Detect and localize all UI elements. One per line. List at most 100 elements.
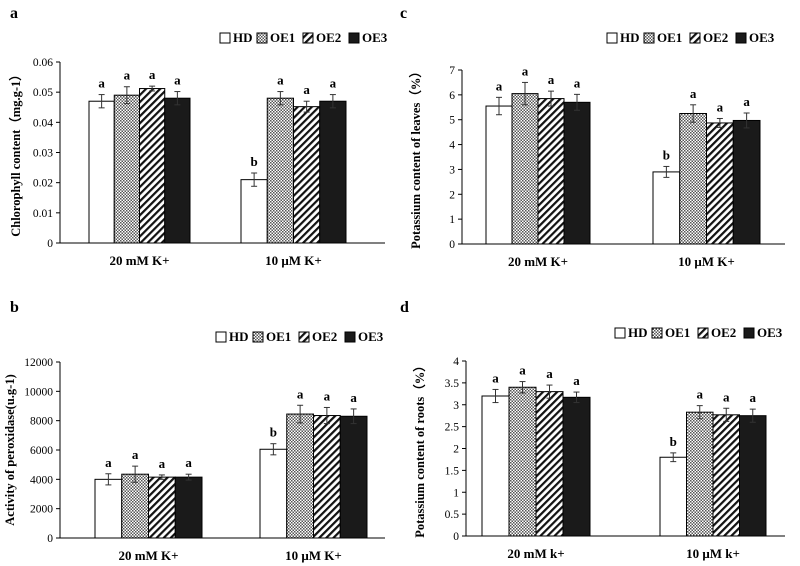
bar-oe3-2	[732, 119, 761, 245]
bar-oe3-2	[339, 415, 368, 539]
legend-label: OE1	[270, 30, 295, 45]
bar-oe1-2	[686, 411, 714, 537]
y-tick-label: 0	[449, 239, 455, 251]
legend-swatch-hd	[606, 32, 618, 44]
significance-label: b	[663, 147, 670, 162]
bar-oe1-1	[113, 94, 140, 244]
significance-label: a	[98, 76, 105, 91]
y-axis-label: Activity of peroxidase(u.g-1)	[3, 374, 17, 525]
legend-swatch-hd	[219, 32, 231, 44]
y-tick-label: 2.5	[445, 422, 460, 434]
bar-oe3-1	[563, 101, 591, 245]
significance-label: a	[697, 387, 704, 402]
bar-oe1-1	[511, 93, 539, 245]
legend-swatch-oe2	[298, 331, 310, 343]
chart-panel-b: b 0 2000 4000 6000 8000 10000 12000 Activity of …	[3, 299, 385, 563]
significance-label: a	[185, 455, 192, 470]
significance-label: a	[573, 373, 580, 388]
y-tick-label: 1.5	[445, 465, 460, 477]
bar-hd-2	[259, 448, 288, 539]
legend-label: OE1	[665, 325, 690, 340]
y-tick-label: 0.04	[33, 117, 53, 129]
significance-label: a	[522, 63, 529, 78]
significance-label: a	[492, 370, 499, 385]
chart-panel-d: d 0 0.5 1 1.5 2 2.5 3 3.5 4 Potassium content of r…	[400, 299, 785, 561]
panel-letter: c	[400, 5, 407, 22]
bar-oe3-1	[562, 396, 591, 537]
category-label: 10 μM K+	[678, 254, 735, 269]
legend-label: OE1	[266, 329, 291, 344]
y-tick-label: 12000	[24, 357, 53, 369]
legend-swatch-oe3	[735, 32, 747, 44]
y-tick-label: 0.01	[33, 208, 53, 220]
bar-oe3-1	[174, 476, 203, 539]
category-label: 20 mM K+	[118, 548, 178, 563]
significance-label: a	[690, 86, 697, 101]
bar-hd-1	[88, 100, 115, 244]
significance-label: a	[303, 82, 310, 97]
category-label: 20 mM K+	[508, 254, 568, 269]
category-label: 20 mM k+	[507, 546, 564, 561]
legend-swatch-oe3	[743, 327, 755, 339]
y-tick-label: 8000	[30, 416, 53, 428]
legend-swatch-oe1	[256, 32, 268, 44]
chart-panel-a: a 0 0.01 0.02 0.03 0.04 0.05 0.06 Chlorophyll co…	[8, 5, 388, 268]
legend-label: HD	[233, 30, 253, 45]
y-tick-label: 7	[449, 65, 455, 77]
y-tick-label: 6	[449, 90, 455, 102]
significance-label: a	[723, 389, 730, 404]
y-axis-label: Chlorophyll content（mg.g-1）	[8, 68, 23, 237]
legend-swatch-oe1	[651, 327, 663, 339]
y-axis-label: Potassium content of leaves（%）	[408, 65, 423, 249]
category-label: 10 μM k+	[686, 546, 740, 561]
y-tick-label: 1	[449, 214, 455, 226]
significance-label: a	[574, 75, 581, 90]
y-tick-label: 0.06	[33, 57, 53, 69]
bar-oe1-1	[508, 386, 537, 537]
bar-oe3-2	[319, 100, 347, 244]
significance-label: a	[330, 76, 337, 91]
bar-oe2-2	[313, 415, 341, 539]
legend-label: OE2	[703, 30, 728, 45]
category-label: 20 mM K+	[109, 253, 169, 268]
significance-label: a	[548, 72, 555, 87]
panel-letter: b	[10, 299, 19, 316]
bar-oe2-1	[537, 98, 565, 245]
bar-hd-1	[485, 105, 513, 245]
y-tick-label: 0	[453, 531, 459, 543]
panel-letter: d	[400, 299, 409, 316]
legend-swatch-oe2	[689, 32, 701, 44]
chart-panel-c: c 0 1 2 3 4 5 6 7 Potassium content of leaves（%） a…	[400, 5, 785, 269]
legend-swatch-hd	[215, 331, 227, 343]
y-tick-label: 4000	[30, 474, 53, 486]
y-tick-label: 0.03	[33, 148, 53, 160]
category-label: 10 μM K+	[265, 253, 322, 268]
legend-swatch-oe1	[643, 32, 655, 44]
significance-label: a	[519, 363, 526, 378]
y-tick-label: 0.05	[33, 87, 53, 99]
significance-label: b	[270, 425, 277, 440]
bar-hd-1	[481, 395, 510, 537]
significance-label: a	[546, 366, 553, 381]
significance-label: a	[149, 67, 156, 82]
bar-oe1-1	[121, 473, 149, 539]
y-tick-label: 0	[47, 533, 53, 545]
legend-label: OE3	[749, 30, 775, 45]
legend-swatch-hd	[614, 327, 626, 339]
y-tick-label: 5	[449, 115, 455, 127]
legend-swatch-oe3	[344, 331, 356, 343]
y-tick-label: 3	[449, 164, 455, 176]
significance-label: b	[251, 154, 258, 169]
category-label: 10 μM K+	[285, 548, 342, 563]
bar-oe1-2	[266, 97, 294, 244]
y-tick-label: 3	[453, 400, 459, 412]
y-tick-label: 2000	[30, 504, 53, 516]
significance-label: a	[174, 73, 181, 88]
significance-label: a	[105, 455, 112, 470]
significance-label: a	[277, 73, 284, 88]
legend-swatch-oe2	[697, 327, 709, 339]
y-tick-label: 4	[453, 356, 459, 368]
significance-label: a	[750, 390, 757, 405]
significance-label: a	[350, 390, 357, 405]
